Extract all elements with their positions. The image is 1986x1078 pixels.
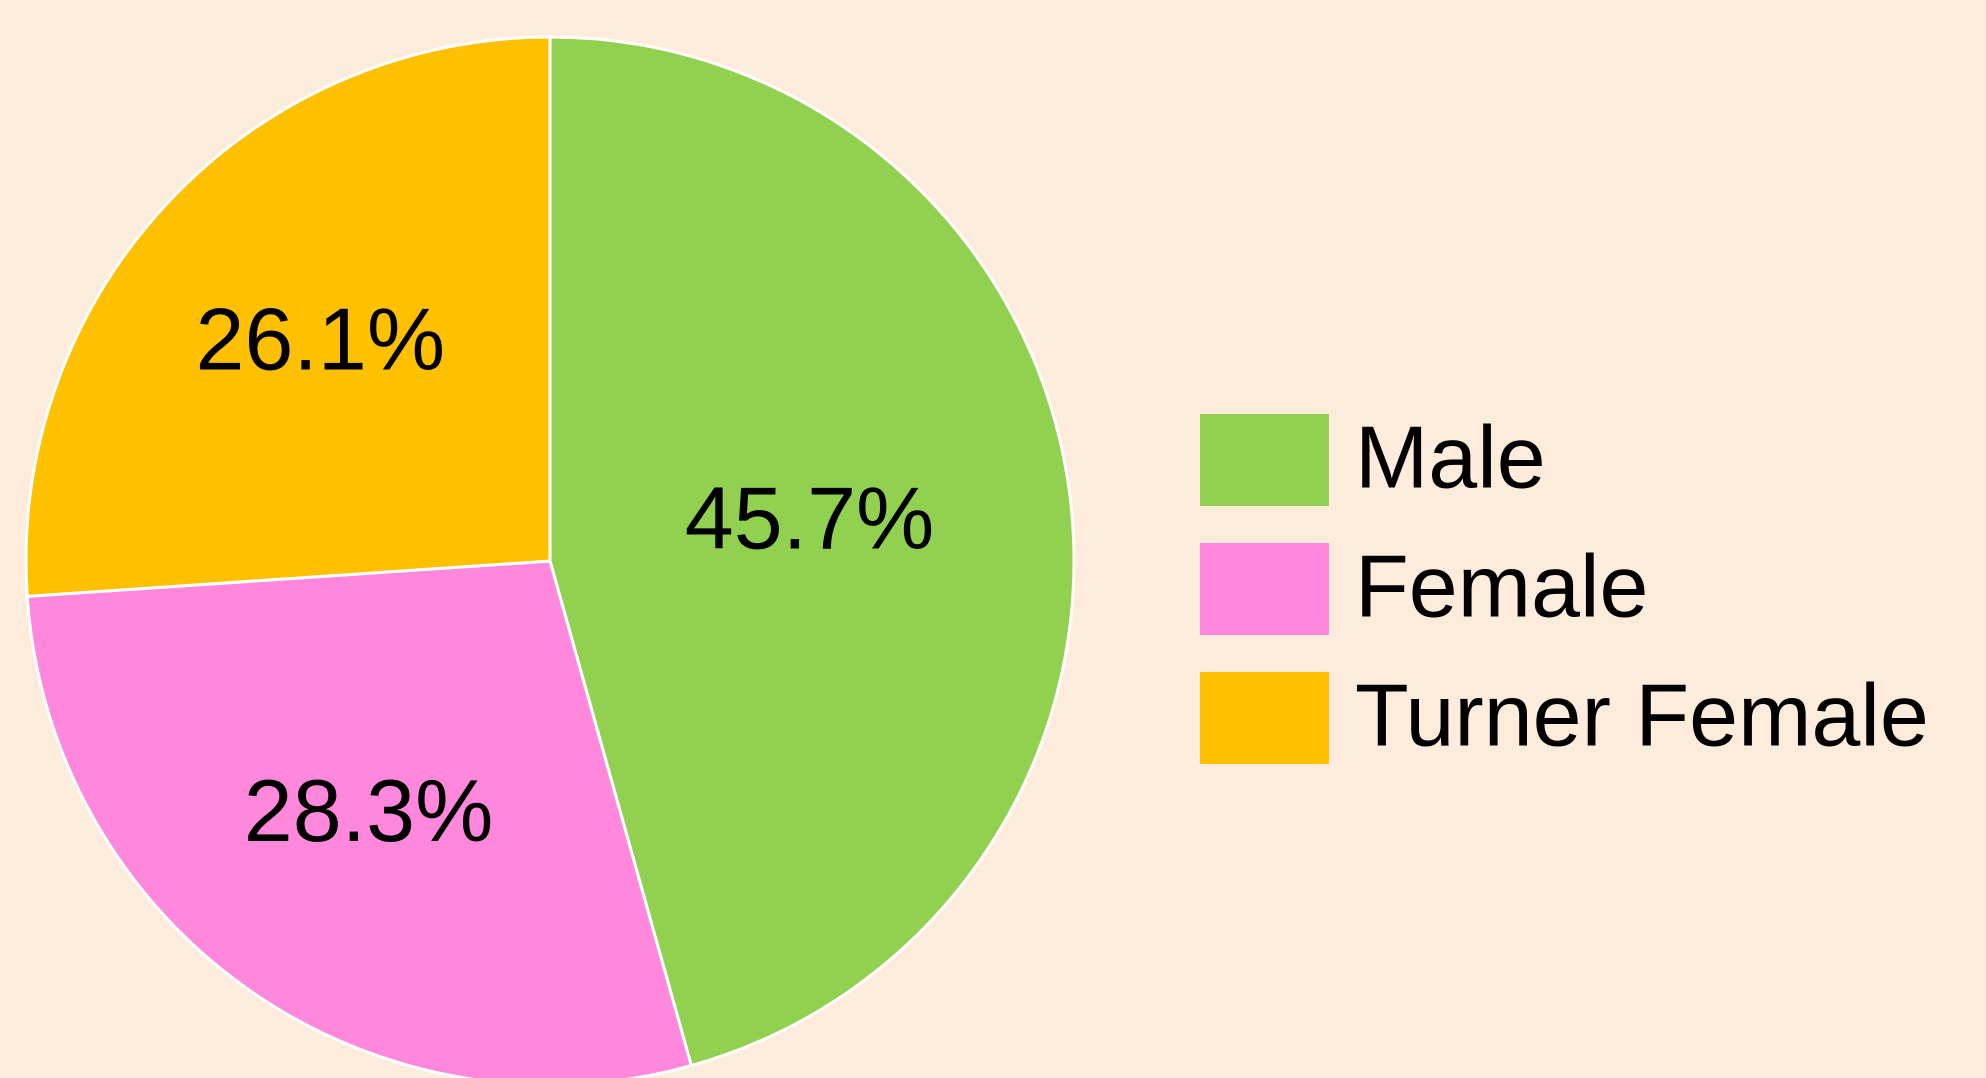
legend-label: Male (1355, 407, 1546, 506)
pie-slice (24, 35, 552, 598)
legend-swatch (1200, 414, 1329, 506)
legend-label: Female (1355, 536, 1648, 635)
data-label: 28.3% (244, 761, 494, 860)
data-label: 26.1% (196, 290, 446, 389)
legend-swatch (1200, 543, 1329, 635)
legend-label: Turner Female (1355, 665, 1929, 764)
pie-slice (25, 559, 694, 1078)
legend-swatch (1200, 672, 1329, 764)
pie-slice (548, 35, 1076, 1068)
data-label: 45.7% (685, 469, 935, 568)
